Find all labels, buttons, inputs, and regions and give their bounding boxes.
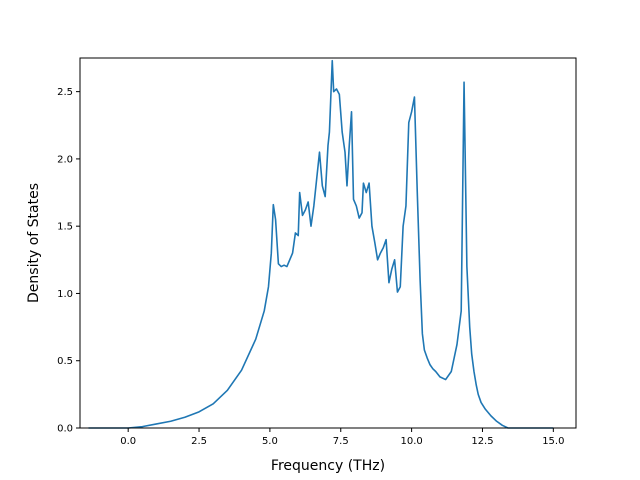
plot-frame	[79, 57, 577, 429]
x-tick-label: 0.0	[120, 436, 136, 447]
x-tick-label: 2.5	[191, 436, 207, 447]
x-tick-label: 15.0	[542, 436, 564, 447]
y-tick-label: 1.0	[57, 289, 73, 300]
dos-series-line	[88, 59, 554, 429]
y-tick-label: 1.5	[57, 222, 73, 233]
y-axis: 0.0 0.5 1.0 1.5 2.0 2.5	[57, 87, 80, 435]
plot-layer	[88, 59, 554, 429]
x-axis: 0.0 2.5 5.0 7.5 10.0 12.5 15.0	[120, 428, 564, 447]
y-tick-label: 2.5	[57, 87, 73, 98]
y-axis-label: Density of States	[26, 183, 42, 303]
y-tick-label: 0.5	[57, 356, 73, 367]
x-tick-label: 7.5	[333, 436, 349, 447]
x-tick-label: 5.0	[262, 436, 278, 447]
y-tick-label: 2.0	[57, 154, 73, 165]
x-axis-label: Frequency (THz)	[271, 458, 385, 474]
y-tick-label: 0.0	[57, 424, 73, 435]
x-tick-label: 12.5	[471, 436, 493, 447]
x-tick-label: 10.0	[400, 436, 422, 447]
